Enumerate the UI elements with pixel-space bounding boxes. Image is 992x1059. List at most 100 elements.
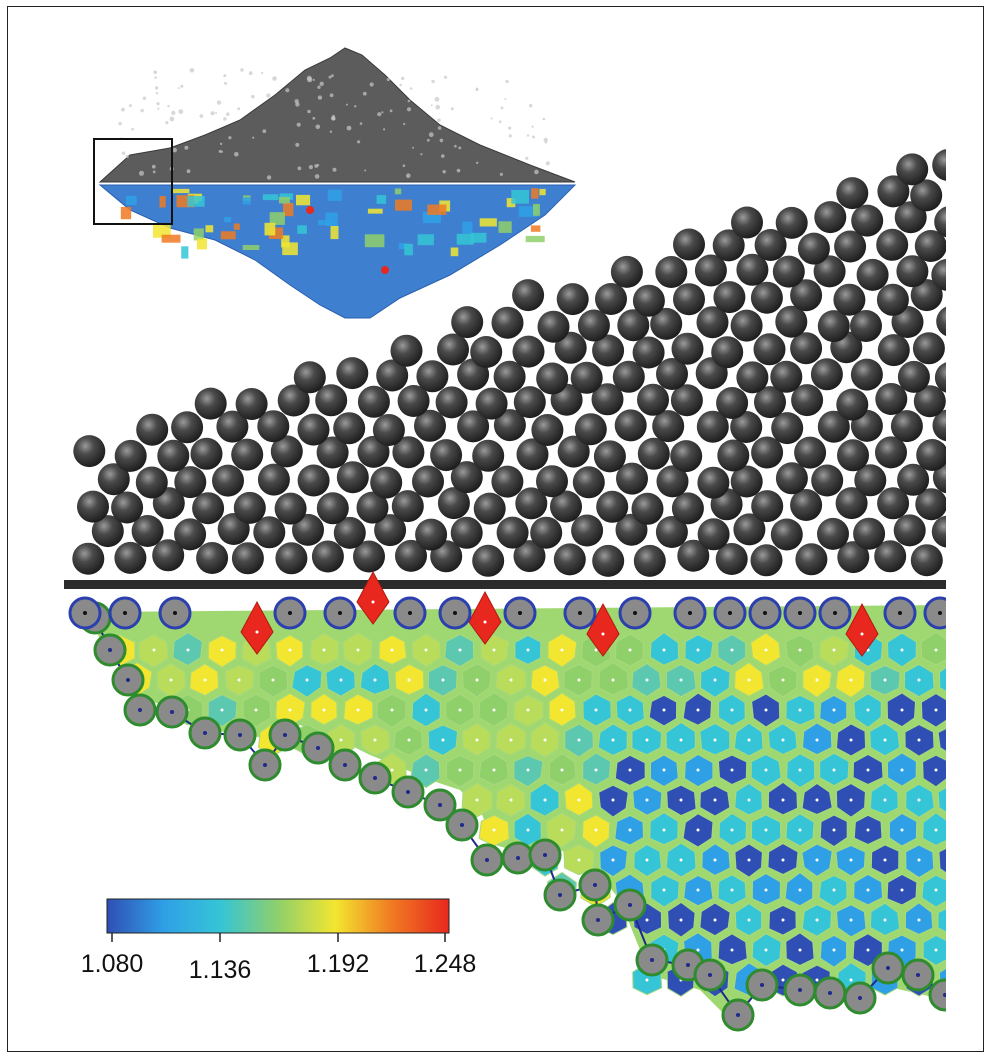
bead: [157, 439, 190, 472]
inset-bead: [154, 76, 157, 79]
inset-pile-texture: [118, 68, 550, 180]
bead: [934, 206, 946, 238]
voronoi-cell: [922, 812, 946, 846]
bead: [712, 229, 745, 262]
cell-center: [883, 858, 887, 862]
cell-center: [900, 768, 904, 772]
colorbar-gradient: [106, 898, 450, 934]
inset-bead: [456, 168, 461, 173]
cell-center: [730, 828, 734, 832]
bead: [135, 466, 168, 499]
cell-center: [543, 678, 547, 682]
bead: [794, 436, 827, 469]
cell-center: [764, 828, 768, 832]
inset-bead: [295, 142, 300, 147]
cell-center: [526, 708, 530, 712]
inset-bead: [218, 149, 222, 153]
bead: [556, 283, 589, 316]
cell-center: [934, 888, 938, 892]
cell-center: [424, 648, 428, 652]
inset-patch: [506, 198, 516, 208]
cell-center: [713, 918, 717, 922]
cell-center: [679, 918, 683, 922]
voronoi-cell: [920, 631, 946, 666]
inset-bead: [331, 74, 334, 78]
bead-center: [406, 790, 410, 794]
bead: [293, 361, 326, 394]
inset-bead: [505, 79, 509, 84]
inset-bead: [285, 88, 290, 93]
inset-bead: [383, 128, 386, 131]
bead: [775, 206, 808, 239]
inset-bead: [216, 100, 222, 105]
cell-center: [798, 828, 802, 832]
cell-center: [662, 888, 666, 892]
inset-bead: [377, 112, 382, 117]
bead: [415, 518, 448, 551]
bead: [496, 516, 529, 549]
cell-center: [900, 948, 904, 952]
inset-bead: [430, 104, 433, 107]
cell-center: [492, 768, 496, 772]
bead: [655, 256, 688, 288]
cell-center: [458, 648, 462, 652]
bead: [797, 232, 830, 265]
bead: [810, 358, 843, 391]
bead: [333, 412, 366, 445]
inset-patch: [427, 204, 447, 215]
inset-bead: [403, 122, 406, 126]
cell-center: [917, 858, 921, 862]
bead-center: [728, 611, 732, 615]
voronoi-cell: [869, 782, 899, 815]
inset-patch: [364, 234, 385, 248]
bead: [292, 513, 324, 546]
cell-center: [339, 678, 343, 682]
bead: [912, 332, 945, 365]
bead: [753, 333, 786, 366]
inset-bead: [317, 85, 321, 89]
bead-center: [485, 858, 489, 862]
peak-cell: [240, 600, 274, 655]
cell-center: [305, 678, 309, 682]
bead: [877, 175, 910, 208]
cell-center: [832, 768, 836, 772]
inset-bead: [262, 129, 267, 134]
cell-center: [713, 738, 717, 742]
bead: [932, 149, 946, 181]
cell-center: [441, 678, 445, 682]
inset-bead: [306, 75, 312, 81]
bead: [670, 384, 703, 417]
inset-bead: [223, 74, 227, 78]
cell-center: [781, 678, 785, 682]
bead: [397, 385, 430, 417]
cell-center: [594, 648, 598, 652]
cell-center: [645, 678, 649, 682]
cell-center: [424, 768, 428, 772]
cell-center: [475, 678, 479, 682]
inset-bead: [140, 108, 144, 113]
voronoi-cell: [922, 754, 946, 788]
inset-bead: [172, 147, 177, 153]
cell-center: [866, 948, 870, 952]
cell-center: [594, 828, 598, 832]
inset-bead: [437, 118, 441, 122]
inset-bead: [328, 75, 332, 79]
cell-center: [934, 948, 938, 952]
cell-center: [934, 708, 938, 712]
bead: [731, 206, 763, 239]
inset-bead: [542, 117, 546, 121]
bead: [754, 229, 787, 261]
inset-bead: [407, 99, 411, 103]
bead-center: [736, 1013, 740, 1017]
inset-bead: [224, 81, 227, 85]
bead-center: [886, 966, 890, 970]
bead-center: [943, 993, 946, 997]
bottom-bead: [928, 978, 946, 1012]
inset-patch: [422, 211, 441, 224]
inset-bead: [359, 122, 363, 125]
bead: [530, 516, 563, 549]
cell-center: [220, 708, 224, 712]
bead: [596, 490, 629, 523]
bead: [297, 464, 330, 497]
bead: [595, 283, 627, 315]
